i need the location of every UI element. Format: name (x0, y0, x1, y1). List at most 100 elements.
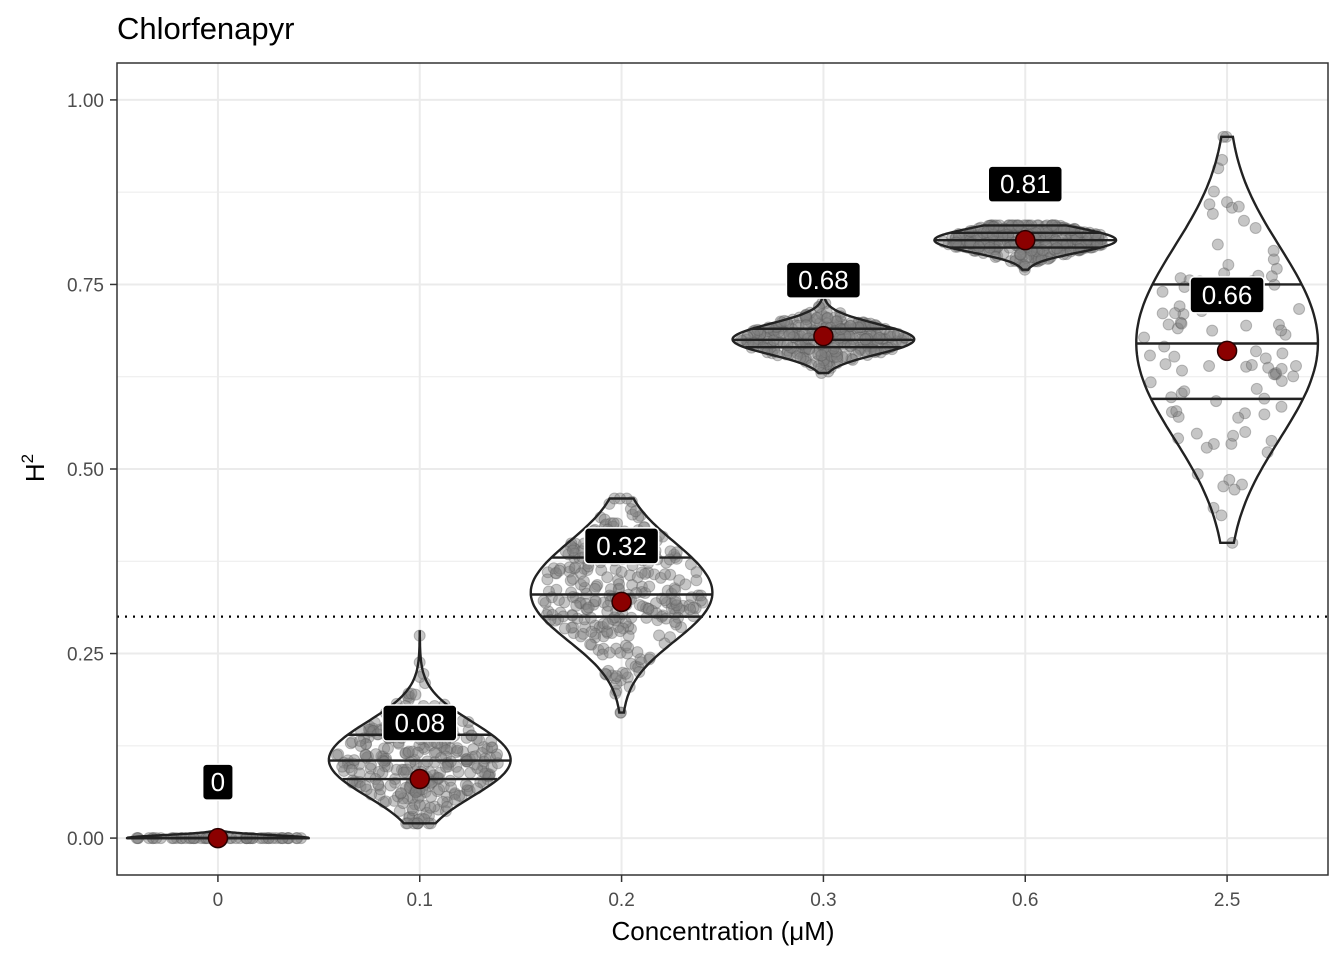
data-point (810, 312, 823, 325)
data-point (614, 625, 627, 638)
data-point (450, 746, 463, 759)
data-point (397, 792, 410, 805)
y-tick-label: 0.25 (67, 645, 104, 666)
data-point (486, 741, 499, 754)
data-point (409, 688, 422, 701)
grid (117, 63, 1328, 875)
data-point (422, 809, 435, 822)
data-point (631, 646, 644, 659)
data-point (1235, 478, 1248, 491)
data-point (1172, 410, 1185, 423)
data-point (417, 741, 430, 754)
x-tick-label: 0.6 (1012, 890, 1038, 911)
data-point (876, 332, 889, 345)
x-tick-label: 0.1 (407, 890, 433, 911)
data-point (558, 622, 571, 635)
x-axis-title: Concentration (μM) (611, 916, 834, 946)
data-point (609, 672, 622, 685)
mean-label: 0.68 (798, 265, 849, 295)
data-point (815, 349, 828, 362)
data-point (575, 567, 588, 580)
data-point (1207, 437, 1220, 450)
data-point (406, 745, 419, 758)
data-point (440, 790, 453, 803)
data-point (475, 747, 488, 760)
data-point (1174, 316, 1187, 329)
data-point (643, 580, 656, 593)
data-point (444, 742, 457, 755)
data-point (359, 780, 372, 793)
data-point (364, 762, 377, 775)
data-point (393, 804, 406, 817)
data-point (669, 596, 682, 609)
data-point (597, 617, 610, 630)
data-point (481, 742, 494, 755)
data-point (453, 789, 466, 802)
data-point (589, 627, 602, 640)
data-point (642, 602, 655, 615)
data-point (636, 600, 649, 613)
data-point (625, 657, 638, 670)
data-point (622, 620, 635, 633)
data-point (1203, 360, 1216, 373)
data-point (401, 792, 414, 805)
data-point (1144, 376, 1157, 389)
data-point (581, 564, 594, 577)
data-point (1275, 362, 1288, 375)
data-point (656, 609, 669, 622)
data-point (1250, 345, 1263, 358)
data-point (1200, 441, 1213, 454)
data-point (1025, 251, 1038, 264)
data-point (836, 351, 849, 364)
mean-label: 0.81 (1000, 169, 1051, 199)
data-point (372, 765, 385, 778)
data-point (1138, 331, 1151, 344)
data-point (1165, 405, 1178, 418)
data-point (626, 578, 639, 591)
data-point (346, 736, 359, 749)
data-point (670, 599, 683, 612)
data-point (1174, 272, 1187, 285)
data-point (558, 596, 571, 609)
mean-label: 0.08 (394, 708, 445, 738)
data-point (424, 801, 437, 814)
mean-point (813, 325, 834, 347)
data-point (549, 566, 562, 579)
data-point (614, 674, 627, 687)
data-point (1275, 400, 1288, 413)
data-point (402, 746, 415, 759)
data-point (554, 606, 567, 619)
data-point (632, 511, 645, 524)
y-axis-title-superscript: 2 (18, 454, 37, 463)
data-point (541, 566, 554, 579)
data-point (659, 594, 672, 607)
data-point (823, 357, 836, 370)
data-point (464, 766, 477, 779)
data-point (588, 595, 601, 608)
data-point (654, 571, 667, 584)
data-point (617, 622, 630, 635)
data-point (621, 647, 634, 660)
data-point (803, 342, 816, 355)
data-point (1210, 395, 1223, 408)
data-point (640, 601, 653, 614)
data-point (1265, 434, 1278, 447)
data-point (1259, 352, 1272, 365)
data-point (841, 321, 854, 334)
data-point (455, 790, 468, 803)
data-point (585, 638, 598, 651)
data-point (655, 592, 668, 605)
y-axis-title-group: H2 (18, 454, 50, 482)
data-point (591, 578, 604, 591)
data-point (567, 542, 580, 555)
data-point (456, 745, 469, 758)
data-point (604, 583, 617, 596)
data-point (1276, 347, 1289, 360)
data-point (1190, 427, 1203, 440)
data-point (793, 345, 806, 358)
data-point (362, 750, 375, 763)
data-point (673, 574, 686, 587)
data-point (818, 351, 831, 364)
data-point (635, 566, 648, 579)
data-point (835, 315, 848, 328)
